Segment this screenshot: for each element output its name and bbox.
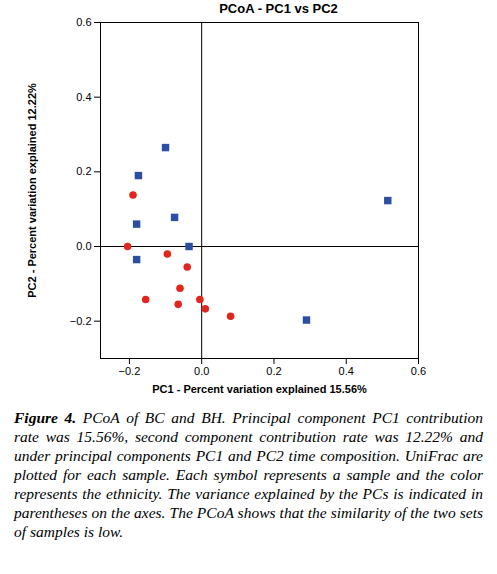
svg-text:0.4: 0.4 [339,365,354,377]
svg-text:PC2 - Percent variation explai: PC2 - Percent variation explained 12.22% [26,83,38,298]
svg-text:0.2: 0.2 [76,165,91,177]
svg-text:PC1 - Percent variation explai: PC1 - Percent variation explained 15.56% [152,383,367,395]
svg-text:0.4: 0.4 [76,91,91,103]
svg-text:0.6: 0.6 [411,365,426,377]
html-text:PCoA - PC1 vs PC2: PCoA - PC1 vs PC2 [219,1,338,16]
svg-text:0.0: 0.0 [194,365,209,377]
svg-text:0.0: 0.0 [76,240,91,252]
svg-text:0.2: 0.2 [266,365,281,377]
svg-text:−0.2: −0.2 [119,365,141,377]
html-text:Figure 4. PCoA of BC and BH. P: Figure 4. PCoA of BC and BH. Principal c… [14,409,483,540]
svg-text:−0.2: −0.2 [70,315,92,327]
svg-text:0.6: 0.6 [76,18,91,28]
